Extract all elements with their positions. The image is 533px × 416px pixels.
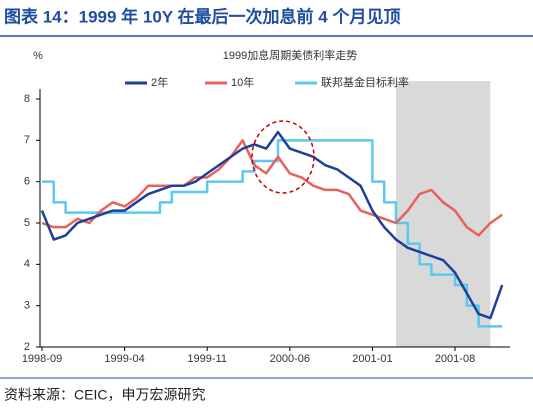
source-note: 资料来源：CEIC，申万宏源研究 [4,387,205,403]
x-tick-label: 2000-06 [270,353,310,365]
y-tick-label: 4 [24,258,30,270]
figure-title: 图表 14：1999 年 10Y 在最后一次加息前 4 个月见顶 [4,6,400,26]
y-tick-label: 5 [24,217,30,229]
y-tick-label: 8 [24,93,30,105]
recession-shade [396,81,491,347]
y-tick-label: 3 [24,300,30,312]
x-tick-label: 2001-08 [435,353,475,365]
x-tick-label: 1998-09 [22,353,62,365]
series-line [42,139,503,328]
legend-label: 10年 [231,75,254,89]
chart-title: 1999加息周期美债利率走势 [223,48,357,62]
series-line [41,139,503,237]
series-line [40,130,504,320]
legend-label: 联邦基金目标利率 [321,75,409,89]
x-tick-label: 2001-01 [352,353,392,365]
y-unit: % [33,50,43,62]
legend-label: 2年 [151,75,168,89]
y-tick-label: 7 [24,134,30,146]
y-tick-label: 2 [24,341,30,353]
highlight-ellipse [251,120,315,194]
y-tick-label: 6 [24,176,30,188]
x-tick-label: 1999-04 [104,353,144,365]
x-tick-label: 1999-11 [187,353,227,365]
